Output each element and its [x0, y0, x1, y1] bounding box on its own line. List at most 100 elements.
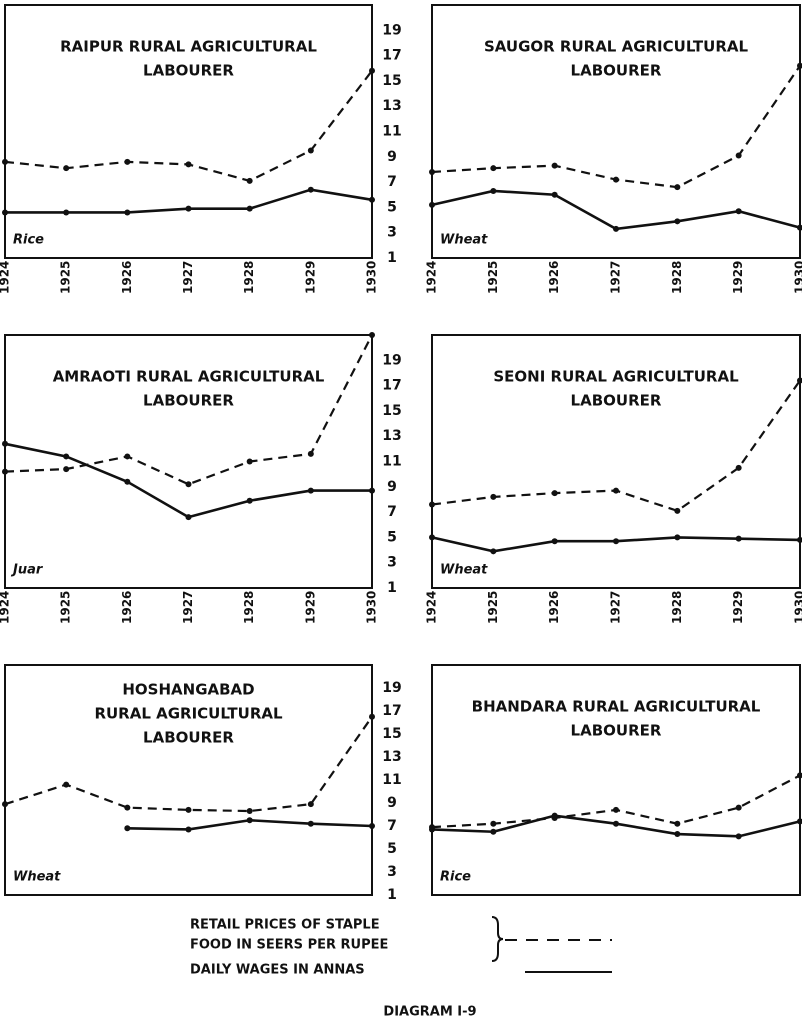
x-tick-label: 1924 — [425, 261, 439, 294]
panel-title: BHANDARA RURAL AGRICULTURAL — [472, 698, 761, 716]
data-point — [246, 458, 253, 465]
data-point — [63, 453, 70, 460]
x-tick-label: 1929 — [731, 261, 745, 294]
x-tick-label: 1930 — [365, 591, 379, 624]
data-point — [246, 177, 253, 184]
x-tick-label: 1926 — [547, 591, 561, 624]
legend-label: FOOD IN SEERS PER RUPEE — [190, 938, 388, 953]
data-point — [429, 201, 435, 208]
data-point — [735, 833, 742, 840]
y-tick-label: 15 — [382, 73, 401, 89]
crop-label: Rice — [440, 870, 471, 885]
panel-title: RAIPUR RURAL AGRICULTURAL — [60, 38, 317, 56]
data-point — [2, 209, 8, 216]
data-point — [369, 196, 375, 203]
y-tick-label: 3 — [387, 225, 397, 241]
data-point — [185, 826, 192, 833]
data-point — [185, 481, 192, 488]
x-tick-label: 1925 — [486, 591, 500, 624]
x-tick-label: 1925 — [59, 261, 73, 294]
x-tick-label: 1924 — [0, 261, 12, 294]
panel-title: LABOURER — [571, 392, 662, 410]
data-point — [63, 209, 70, 216]
x-tick-label: 1929 — [731, 591, 745, 624]
y-tick-label: 17 — [382, 703, 401, 719]
panel-title: RURAL AGRICULTURAL — [94, 705, 283, 723]
x-tick-label: 1927 — [181, 591, 195, 624]
data-point — [797, 62, 802, 69]
panel-frame — [431, 4, 801, 259]
data-point — [369, 823, 375, 829]
y-tick-label: 19 — [382, 680, 401, 696]
x-tick-label: 1926 — [120, 591, 134, 624]
data-point — [797, 772, 802, 779]
y-tick-label: 7 — [387, 504, 397, 520]
y-tick-label: 13 — [382, 98, 401, 114]
y-tick-label: 3 — [387, 555, 397, 571]
x-tick-label: 1926 — [547, 261, 561, 294]
data-point — [369, 67, 375, 74]
data-point — [307, 186, 314, 193]
y-tick-label: 5 — [387, 841, 397, 857]
y-tick-label: 19 — [382, 352, 401, 368]
data-point — [674, 831, 681, 838]
panel-frame — [4, 4, 373, 259]
x-tick-label: 1924 — [425, 591, 439, 624]
y-tick-label: 11 — [382, 124, 401, 140]
data-point — [124, 209, 131, 216]
x-tick-label: 1928 — [670, 261, 684, 294]
data-point — [735, 208, 742, 215]
crop-label: Wheat — [440, 563, 488, 578]
y-tick-label: 1 — [387, 250, 397, 266]
legend-brace — [491, 916, 504, 962]
x-tick-label: 1929 — [303, 591, 317, 624]
data-point — [2, 440, 8, 447]
y-tick-label: 7 — [387, 818, 397, 834]
x-tick-label: 1930 — [793, 591, 802, 624]
series-line — [431, 65, 801, 189]
data-point — [2, 468, 8, 475]
x-tick-label: 1928 — [242, 591, 256, 624]
y-tick-label: 9 — [387, 149, 397, 165]
caption: DIAGRAM I-9 — [383, 1005, 476, 1020]
data-point — [2, 158, 8, 165]
data-point — [735, 804, 742, 811]
y-tick-label: 11 — [382, 772, 401, 788]
data-point — [674, 507, 681, 514]
data-point — [735, 152, 742, 159]
y-tick-label: 9 — [387, 795, 397, 811]
y-tick-label: 17 — [382, 48, 401, 64]
data-point — [735, 535, 742, 542]
data-point — [490, 165, 497, 172]
series-line — [4, 442, 372, 519]
data-point — [124, 804, 131, 811]
y-tick-label: 17 — [382, 378, 401, 394]
panel-frame — [4, 664, 373, 896]
data-point — [369, 332, 375, 338]
panel-title: AMRAOTI RURAL AGRICULTURAL — [53, 368, 325, 386]
data-point — [185, 514, 192, 521]
data-point — [735, 464, 742, 471]
data-point — [613, 820, 619, 827]
x-tick-label: 1927 — [609, 261, 623, 294]
data-point — [674, 534, 681, 541]
data-point — [124, 825, 131, 832]
data-point — [124, 158, 131, 165]
panel-frame — [431, 664, 801, 896]
data-point — [307, 147, 314, 154]
data-point — [124, 453, 131, 460]
y-tick-label: 13 — [382, 749, 401, 765]
y-tick-label: 5 — [387, 199, 397, 215]
x-tick-label: 1928 — [242, 261, 256, 294]
y-tick-label: 1 — [387, 580, 397, 596]
data-point — [429, 501, 435, 508]
x-tick-label: 1927 — [609, 591, 623, 624]
crop-label: Juar — [10, 563, 44, 578]
data-point — [185, 806, 192, 813]
data-point — [613, 225, 619, 232]
panel-title: LABOURER — [143, 62, 234, 80]
data-point — [674, 218, 681, 225]
y-tick-label: 3 — [387, 864, 397, 880]
data-point — [551, 812, 558, 819]
